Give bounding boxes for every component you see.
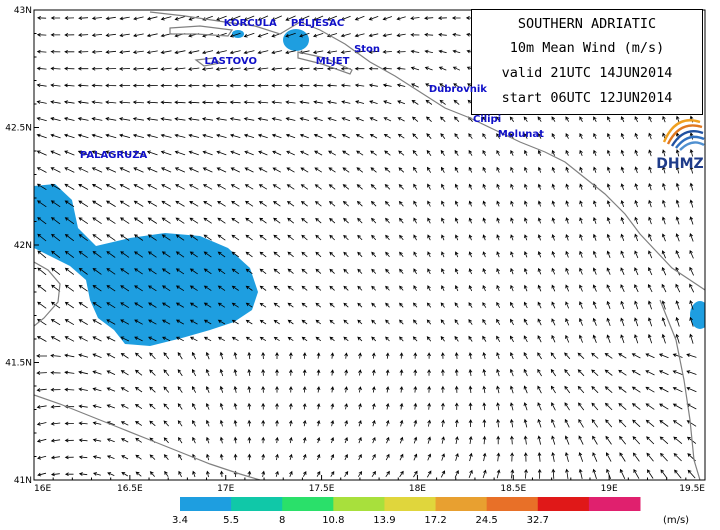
wind-vectors: [36, 15, 697, 480]
wind-arrow-field: [36, 15, 697, 480]
colorbar-unit: (m/s): [663, 515, 689, 526]
colorbar-label: 8: [279, 515, 285, 526]
x-tick-label: 16E: [34, 484, 51, 494]
colorbar-swatch: [435, 497, 488, 511]
place-label-lastovo: LASTOVO: [204, 55, 257, 67]
wind-area-central: [34, 184, 258, 346]
x-tick-label: 16.5E: [117, 484, 143, 494]
dhmz-logo: DHMZ: [650, 112, 710, 182]
place-label-peljesac: PELJESAC: [290, 18, 345, 30]
wind-area-peljesac: [283, 29, 309, 51]
y-tick-label: 42N: [14, 241, 32, 251]
dhmz-swirl-logo: [662, 119, 705, 151]
title-valid-time: valid 21UTC 14JUN2014: [501, 65, 673, 81]
x-tick-label: 17.5E: [309, 484, 335, 494]
croatia-coast: [149, 11, 705, 291]
wind-speed-shading: [34, 29, 705, 346]
colorbar-swatch: [384, 497, 437, 511]
axis-ticks: 16E 16.5E 17E 17.5E 18E 18.5E 19E 19.5E 43N 42.5N…: [5, 6, 706, 494]
colorbar-swatch: [486, 497, 539, 511]
colorbar-label: 13.9: [373, 515, 395, 526]
italy-coast: [34, 261, 61, 327]
y-tick-label: 43N: [14, 6, 32, 16]
x-tick-label: 18.5E: [500, 484, 526, 494]
x-tick-label: 19E: [601, 484, 618, 494]
logo-text: DHMZ: [656, 156, 704, 172]
y-tick-label: 42.5N: [5, 124, 32, 134]
y-tick-label: 41N: [14, 476, 32, 486]
place-label-cilipi: Cilipi: [472, 114, 502, 126]
place-label-korcula: KORCULA: [223, 18, 277, 30]
colorbar-swatch: [588, 497, 641, 511]
colorbar: 3.4 5.5 8 10.8 13.9 17.2 24.5 32.7 (m/s): [172, 497, 689, 526]
colorbar-swatch: [282, 497, 334, 511]
colorbar-swatch: [231, 497, 283, 511]
place-label-dubrovnik: Dubrovnik: [428, 83, 487, 95]
title-box: SOUTHERN ADRIATIC 10m Mean Wind (m/s) va…: [471, 9, 703, 115]
colorbar-label: 3.4: [172, 515, 188, 526]
x-tick-label: 18E: [409, 484, 426, 494]
x-tick-label: 17E: [217, 484, 234, 494]
colorbar-label: 24.5: [476, 515, 498, 526]
colorbar-label: 10.8: [322, 515, 344, 526]
place-label-molunat: Molunat: [497, 128, 544, 140]
title-variable: 10m Mean Wind (m/s): [509, 40, 665, 56]
colorbar-label: 5.5: [223, 515, 239, 526]
x-tick-label: 19.5E: [679, 484, 705, 494]
place-label-mljet: MLJET: [315, 55, 350, 67]
colorbar-label: 32.7: [527, 515, 549, 526]
mljet-island: [297, 51, 353, 75]
colorbar-swatch: [180, 497, 232, 511]
wind-area-east: [690, 301, 705, 329]
place-label-ston: Ston: [354, 43, 381, 55]
coastlines: [34, 11, 705, 480]
korcula-island: [169, 25, 234, 37]
italy-south-coast: [34, 394, 261, 480]
title-region: SOUTHERN ADRIATIC: [517, 16, 657, 32]
colorbar-label: 17.2: [424, 515, 446, 526]
colorbar-swatch: [333, 497, 385, 511]
title-start-time: start 06UTC 12JUN2014: [501, 90, 673, 106]
y-tick-label: 41.5N: [5, 359, 32, 369]
colorbar-swatch: [537, 497, 590, 511]
albania-coast: [659, 299, 701, 480]
place-label-palagruza: PALAGRUZA: [79, 149, 148, 161]
lastovo-island: [194, 57, 222, 67]
